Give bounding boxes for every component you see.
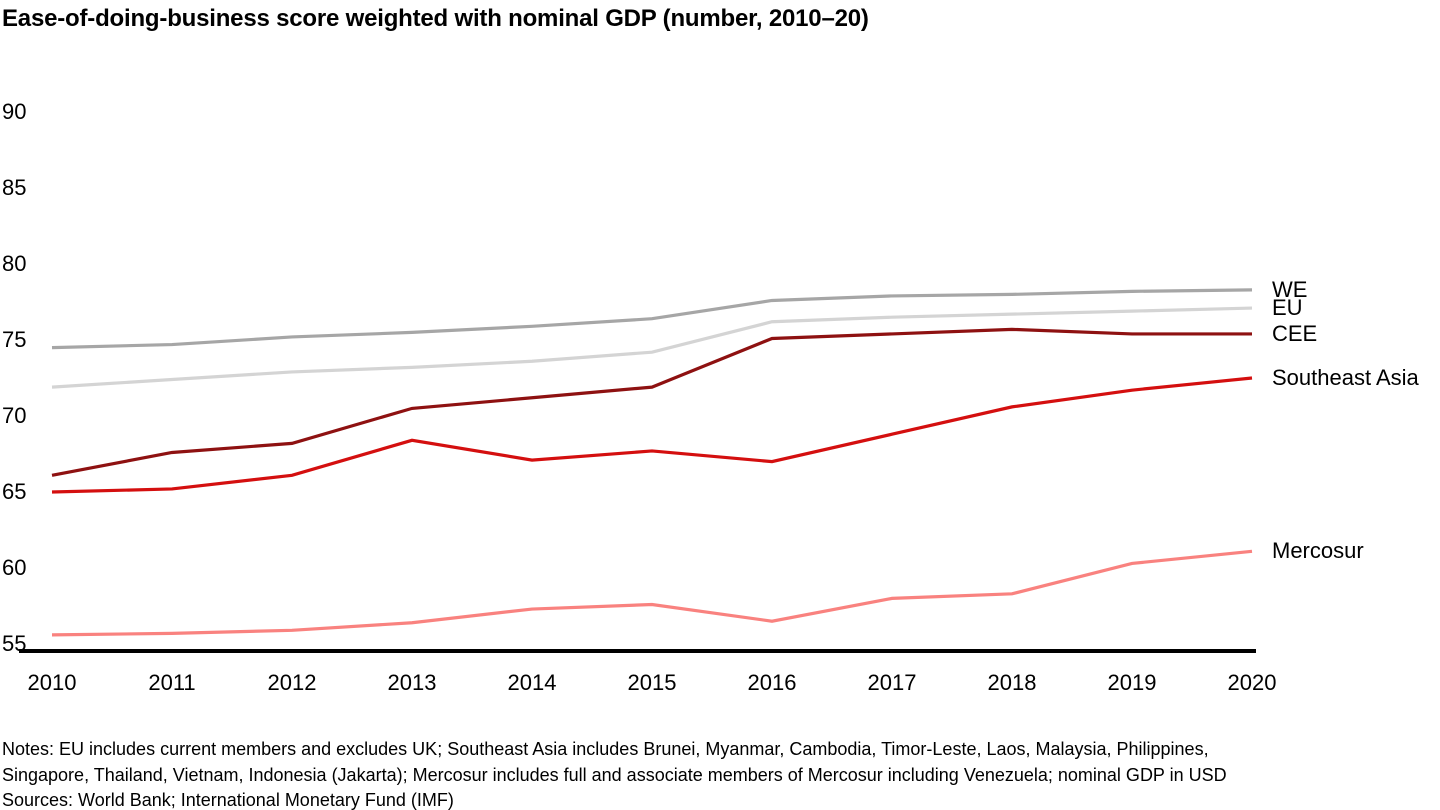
x-axis-tick-label: 2012 xyxy=(267,670,317,695)
series-label-cee: CEE xyxy=(1272,320,1318,346)
x-axis-tick-label: 2013 xyxy=(387,670,437,695)
x-axis-tick-label: 2016 xyxy=(747,670,797,695)
x-axis-tick-label: 2018 xyxy=(987,670,1037,695)
series-label-eu: EU xyxy=(1272,295,1303,321)
series-line-cee xyxy=(51,327,1252,477)
chart-title: Ease-of-doing-business score weighted wi… xyxy=(2,5,869,32)
sources-line: Sources: World Bank; International Monet… xyxy=(2,790,454,810)
series-line-mercosur xyxy=(51,549,1253,637)
series-line-eu xyxy=(51,306,1253,389)
y-axis-tick-label: 90 xyxy=(2,99,27,124)
notes-line-1: Notes: EU includes current members and e… xyxy=(2,739,1209,759)
notes-line-2: Singapore, Thailand, Vietnam, Indonesia … xyxy=(2,764,1227,785)
x-axis-tick-label: 2020 xyxy=(1227,670,1277,695)
line-chart: 90 85 80 75 70 65 60 55 2010 2011 2012 2013 2014 201… xyxy=(2,99,1419,695)
chart-canvas xyxy=(19,288,1256,653)
x-axis-tick-label: 2010 xyxy=(27,670,77,695)
y-axis-tick-label: 75 xyxy=(2,327,27,352)
series-line-southeast-asia xyxy=(51,376,1253,494)
y-axis-tick-label: 80 xyxy=(2,251,27,276)
y-axis-tick-label: 60 xyxy=(2,555,27,580)
y-axis-tick-label: 55 xyxy=(2,631,27,656)
y-axis-tick-label: 70 xyxy=(2,403,27,428)
series-label-we: WE xyxy=(1272,276,1308,302)
x-axis-tick-label: 2011 xyxy=(148,670,196,695)
footnotes: Notes: EU includes current members and e… xyxy=(2,737,1440,810)
x-axis-tick-label: 2014 xyxy=(507,670,557,695)
y-axis-tick-label: 85 xyxy=(2,175,27,200)
series-label-southeast-asia: Southeast Asia xyxy=(1272,365,1419,390)
x-axis-tick-label: 2017 xyxy=(867,670,917,695)
x-axis-tick-label: 2015 xyxy=(627,670,677,695)
series-line-we xyxy=(51,288,1253,350)
x-axis-tick-label: 2019 xyxy=(1107,670,1157,695)
y-axis-tick-label: 65 xyxy=(2,479,27,504)
series-label-mercosur: Mercosur xyxy=(1272,538,1364,564)
